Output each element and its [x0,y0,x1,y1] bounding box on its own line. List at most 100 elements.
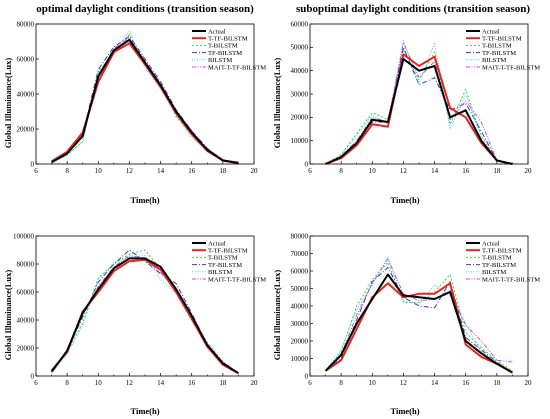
x-axis-title: Time(h) [130,195,159,205]
x-tick-label: 8 [65,167,69,175]
y-tick-label: 60000 [17,55,35,63]
y-tick-label: 20000 [17,125,35,133]
y-tick-label: 30000 [291,320,309,328]
series-line-bilstm [51,255,239,375]
y-tick-label: 0 [305,160,309,168]
x-tick-label: 20 [251,167,259,175]
y-tick-label: 70000 [291,250,309,258]
x-axis-title: Time(h) [390,195,419,205]
y-tick-label: 50000 [291,285,309,293]
legend-label: MAIT-T-TF-BILSTM [208,276,266,283]
legend-label: T-TF-BILSTM [208,248,248,255]
legend-label: T-TF-BILSTM [208,36,248,43]
series-line-actual [51,38,239,165]
legend-label: MAIT-T-TF-BILSTM [482,276,540,283]
legend-label: Actual [208,28,226,35]
y-tick-label: 20000 [291,337,309,345]
legend-label: Actual [208,240,226,247]
series-line-actual [50,257,239,375]
x-tick-label: 16 [188,379,196,387]
x-tick-label: 10 [95,379,103,387]
x-tick-label: 8 [339,379,343,387]
x-tick-label: 12 [400,167,408,175]
y-tick-label: 80000 [17,20,35,28]
legend-label: TF-BILSTM [208,50,242,57]
series-line-actual [325,58,513,165]
legend-label: T-BILSTM [482,43,512,50]
y-tick-label: 20000 [291,114,309,122]
x-tick-label: 16 [462,379,470,387]
legend-label: TF-BILSTM [482,262,516,269]
plot-area: 6 8 10 12 14 16 18 20 0 20000 40000 60000 80000 Actua… [17,20,267,175]
series-line-t-tf-bilstm [325,282,513,374]
y-tick-label: 60000 [291,267,309,275]
x-tick-label: 14 [157,379,165,387]
x-tick-label: 12 [126,167,134,175]
y-tick-label: 80000 [291,232,309,240]
x-tick-label: 8 [65,379,69,387]
legend-label: MAIT-T-TF-BILSTM [208,64,266,71]
plot-area: 6 8 10 12 14 16 18 20 0 10000 20000 30000 40000 50000… [291,20,541,175]
y-tick-label: 40000 [17,316,35,324]
x-tick-label: 18 [493,167,501,175]
legend-label: MAIT-T-TF-BILSTM [482,64,540,71]
series-line-actual [324,273,513,374]
panel-2: suboptimal daylight conditions (transiti… [272,3,540,205]
x-tick-label: 8 [339,167,343,175]
x-tick-label: 10 [95,167,103,175]
legend-label: BILSTM [208,57,232,64]
y-axis-title: Global Illuminance(Lux) [3,58,13,149]
series-line-bilstm [325,39,513,165]
legend-label: T-TF-BILSTM [482,248,522,255]
x-tick-label: 18 [219,379,227,387]
x-tick-label: 16 [462,167,470,175]
x-tick-label: 20 [251,379,259,387]
series-line-bilstm [51,30,239,164]
y-tick-label: 0 [31,372,35,380]
x-tick-label: 10 [369,379,377,387]
legend-label: T-BILSTM [482,255,512,262]
x-tick-label: 6 [34,379,38,387]
x-tick-label: 20 [525,379,533,387]
legend-label: TF-BILSTM [482,50,516,57]
y-tick-label: 60000 [291,20,309,28]
x-tick-label: 6 [308,167,312,175]
y-tick-label: 10000 [291,137,309,145]
x-axis-title: Time(h) [390,406,419,416]
panel-4: 6 8 10 12 14 16 18 20 0 10000 20000 30000 40000 50000… [272,232,540,416]
y-tick-label: 30000 [291,90,309,98]
x-tick-label: 16 [188,167,196,175]
legend-label: T-BILSTM [208,255,238,262]
plot-area: 6 8 10 12 14 16 18 20 0 20000 40000 60000 80000 10000… [13,232,266,387]
panel-3: 6 8 10 12 14 16 18 20 0 20000 40000 60000 80000 10000… [3,232,266,416]
x-tick-label: 6 [34,167,38,175]
legend-label: T-TF-BILSTM [482,36,522,43]
y-axis-title: Global Illuminance(Lux) [272,58,282,149]
legend-label: BILSTM [482,269,506,276]
series-line-bilstm [325,256,513,374]
y-tick-label: 60000 [17,288,35,296]
y-tick-label: 40000 [291,302,309,310]
series-line-t-tf-bilstm [325,53,513,165]
x-tick-label: 12 [126,379,134,387]
legend-label: T-BILSTM [208,43,238,50]
x-tick-label: 6 [308,379,312,387]
chart-title: suboptimal daylight conditions (transiti… [296,3,530,15]
legend-label: BILSTM [482,57,506,64]
series-line-mait-t-tf-bilstm [325,258,513,372]
legend-label: TF-BILSTM [208,262,242,269]
y-tick-label: 0 [31,160,35,168]
panel-1: optimal daylight conditions (transition … [3,3,266,205]
legend-label: Actual [482,28,500,35]
y-tick-label: 40000 [17,90,35,98]
y-tick-label: 50000 [291,44,309,52]
series-line-tf-bilstm [325,267,513,373]
x-tick-label: 14 [157,167,165,175]
series-line-t-bilstm [325,261,513,372]
legend-label: Actual [482,240,500,247]
x-tick-label: 14 [431,167,439,175]
x-tick-label: 12 [400,379,408,387]
y-tick-label: 0 [305,372,309,380]
y-tick-label: 40000 [291,67,309,75]
